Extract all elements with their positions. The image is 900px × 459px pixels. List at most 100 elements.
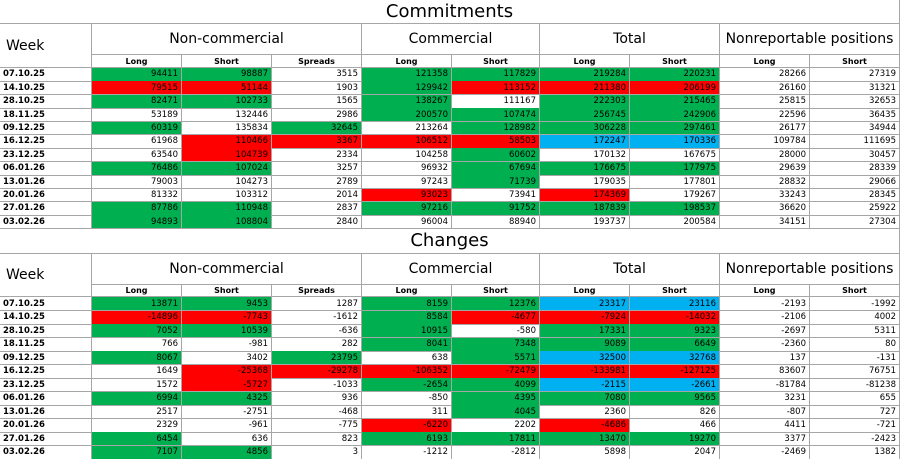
value-cell: 5311 (810, 324, 900, 338)
value-cell: 213264 (362, 121, 452, 136)
value-cell: 198537 (630, 202, 720, 216)
value-cell: 94411 (92, 68, 182, 82)
value-cell: -127125 (630, 364, 720, 379)
value-cell: 179267 (630, 188, 720, 203)
group-header: Total (540, 24, 720, 55)
value-cell: 32500 (540, 351, 630, 365)
value-cell: 2840 (272, 215, 362, 230)
value-cell: 97216 (362, 202, 452, 216)
value-cell: -807 (720, 405, 810, 419)
value-cell: 28345 (810, 188, 900, 203)
value-cell: 132446 (182, 108, 272, 123)
value-cell: 10539 (182, 324, 272, 338)
value-cell: 3 (272, 445, 362, 459)
value-cell: 727 (810, 405, 900, 419)
sub-header: Long (540, 55, 630, 68)
sub-header: Long (92, 285, 182, 297)
value-cell: 26160 (720, 81, 810, 96)
value-cell: 36620 (720, 202, 810, 216)
value-cell: 6994 (92, 391, 182, 406)
week-cell: 13.01.26 (0, 175, 92, 190)
value-cell: 36435 (810, 108, 900, 123)
value-cell: 177975 (630, 161, 720, 176)
group-header: Non-commercial (92, 24, 362, 55)
value-cell: 823 (272, 432, 362, 446)
value-cell: 32653 (810, 94, 900, 109)
value-cell: 108804 (182, 215, 272, 230)
value-cell: 60319 (92, 121, 182, 136)
value-cell: 200584 (630, 215, 720, 230)
value-cell: 174369 (540, 188, 630, 203)
value-cell: 8159 (362, 297, 452, 311)
value-cell: 2986 (272, 108, 362, 123)
value-cell: 80 (810, 337, 900, 352)
value-cell: 28339 (810, 161, 900, 176)
value-cell: -4677 (452, 310, 540, 325)
value-cell: -2106 (720, 310, 810, 325)
value-cell: 306228 (540, 121, 630, 136)
value-cell: 104273 (182, 175, 272, 190)
value-cell: 466 (630, 418, 720, 433)
value-cell: 33243 (720, 188, 810, 203)
value-cell: -81238 (810, 378, 900, 392)
value-cell: 32645 (272, 121, 362, 136)
value-cell: -2812 (452, 445, 540, 459)
week-cell: 03.02.26 (0, 445, 92, 459)
sub-header: Short (452, 285, 540, 297)
value-cell: -106352 (362, 364, 452, 379)
value-cell: 81332 (92, 188, 182, 203)
value-cell: 4856 (182, 445, 272, 459)
value-cell: 187839 (540, 202, 630, 216)
value-cell: -25368 (182, 364, 272, 379)
value-cell: 128982 (452, 121, 540, 136)
week-cell: 14.10.25 (0, 310, 92, 325)
value-cell: 222303 (540, 94, 630, 109)
value-cell: 53189 (92, 108, 182, 123)
value-cell: 4099 (452, 378, 540, 392)
value-cell: -5727 (182, 378, 272, 392)
week-cell: 27.01.26 (0, 432, 92, 446)
value-cell: -2423 (810, 432, 900, 446)
value-cell: 636 (182, 432, 272, 446)
value-cell: 176675 (540, 161, 630, 176)
value-cell: -2360 (720, 337, 810, 352)
value-cell: 167675 (630, 148, 720, 163)
value-cell: -29278 (272, 364, 362, 379)
value-cell: 8041 (362, 337, 452, 352)
value-cell: 3231 (720, 391, 810, 406)
value-cell: -580 (452, 324, 540, 338)
sub-header: Spreads (272, 55, 362, 68)
week-cell: 20.01.26 (0, 188, 92, 203)
value-cell: 2837 (272, 202, 362, 216)
value-cell: 29066 (810, 175, 900, 190)
value-cell: 137 (720, 351, 810, 365)
value-cell: 82471 (92, 94, 182, 109)
value-cell: 9565 (630, 391, 720, 406)
week-header: Week (0, 24, 92, 68)
value-cell: 107474 (452, 108, 540, 123)
value-cell: -14032 (630, 310, 720, 325)
sub-header: Long (362, 55, 452, 68)
value-cell: 23795 (272, 351, 362, 365)
value-cell: 13470 (540, 432, 630, 446)
value-cell: 129942 (362, 81, 452, 96)
value-cell: 9323 (630, 324, 720, 338)
sub-header: Long (92, 55, 182, 68)
week-cell: 16.12.25 (0, 135, 92, 149)
value-cell: -133981 (540, 364, 630, 379)
value-cell: 106512 (362, 135, 452, 149)
value-cell: -1033 (272, 378, 362, 392)
week-cell: 07.10.25 (0, 297, 92, 311)
section-title: Commitments (0, 0, 900, 24)
value-cell: 3367 (272, 135, 362, 149)
value-cell: 256745 (540, 108, 630, 123)
value-cell: 8067 (92, 351, 182, 365)
week-cell: 14.10.25 (0, 81, 92, 96)
value-cell: 638 (362, 351, 452, 365)
value-cell: 1649 (92, 364, 182, 379)
value-cell: -6220 (362, 418, 452, 433)
value-cell: 26177 (720, 121, 810, 136)
value-cell: 4411 (720, 418, 810, 433)
value-cell: 200570 (362, 108, 452, 123)
value-cell: -81784 (720, 378, 810, 392)
